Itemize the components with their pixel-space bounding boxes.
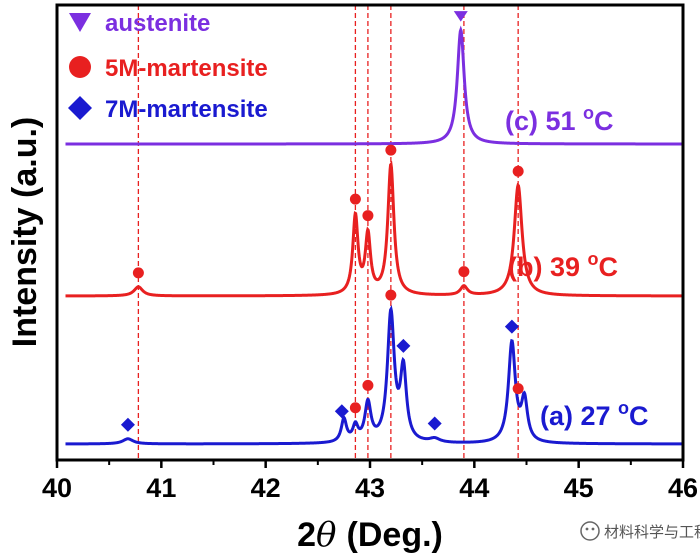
marker-7m-martensite xyxy=(504,319,519,334)
curve-label-main: (a) 27 xyxy=(540,401,618,431)
curve-label-unit: C xyxy=(599,252,619,282)
marker-5m-martensite xyxy=(458,266,470,278)
marker-5m-martensite xyxy=(512,165,524,177)
curve-label-main: (c) 51 xyxy=(505,106,583,136)
curve-2 xyxy=(65,304,683,446)
marker-7m-martensite xyxy=(334,404,349,419)
curve-label-sup: o xyxy=(588,249,599,269)
curve-1 xyxy=(65,160,683,298)
marker-5m-martensite xyxy=(349,402,361,414)
curve-label-unit: C xyxy=(629,401,649,431)
curve-labels: (c) 51 oC(b) 39 oC(a) 27 oC xyxy=(505,103,649,431)
marker-5m-martensite xyxy=(512,383,524,395)
legend-5m-martensite-icon xyxy=(69,56,91,78)
x-tick-label: 46 xyxy=(668,473,698,503)
legend-7m-martensite-icon xyxy=(68,96,92,120)
y-axis-label: Intensity (a.u.) xyxy=(6,117,44,347)
x-axis-ticks: 40 41 42 43 44 45 46 xyxy=(42,460,698,503)
wechat-icon-eye-right xyxy=(591,527,595,531)
marker-5m-martensite xyxy=(385,144,397,156)
curve-label: (b) 39 oC xyxy=(508,249,618,282)
x-axis-label-prefix: 2 xyxy=(297,516,316,554)
x-tick-label: 45 xyxy=(564,473,594,503)
x-axis-label-theta: θ xyxy=(316,515,336,555)
marker-5m-martensite xyxy=(385,289,397,301)
marker-5m-martensite xyxy=(132,267,144,279)
marker-5m-martensite xyxy=(362,379,374,391)
marker-7m-martensite xyxy=(396,338,411,353)
x-tick-label: 41 xyxy=(146,473,176,503)
marker-austenite xyxy=(453,11,468,22)
legend-label: austenite xyxy=(105,10,210,37)
wechat-icon-eye-left xyxy=(585,527,589,531)
x-axis-label: 2θ (Deg.) xyxy=(297,515,443,555)
marker-7m-martensite xyxy=(120,417,135,432)
diffraction-curves xyxy=(65,25,683,446)
legend-label: 5M-martensite xyxy=(105,55,268,82)
curve-0 xyxy=(65,25,683,146)
watermark: 材料科学与工程 xyxy=(580,521,700,541)
curve-label-main: (b) 39 xyxy=(508,252,588,282)
legend-label: 7M-martensite xyxy=(105,96,268,123)
legend: austenite 5M-martensite 7M-martensite xyxy=(68,10,268,123)
wechat-icon xyxy=(580,521,600,541)
curve-label: (a) 27 oC xyxy=(540,398,649,431)
x-axis-label-suffix: (Deg.) xyxy=(347,516,443,554)
curve-label-sup: o xyxy=(583,103,594,123)
watermark-text: 材料科学与工程 xyxy=(604,523,700,541)
peak-markers xyxy=(120,11,524,432)
marker-5m-martensite xyxy=(349,193,361,205)
marker-5m-martensite xyxy=(362,210,374,222)
curve-label-unit: C xyxy=(594,106,614,136)
curve-label-sup: o xyxy=(618,398,629,418)
x-tick-label: 42 xyxy=(251,473,281,503)
marker-7m-martensite xyxy=(427,416,442,431)
curve-label: (c) 51 oC xyxy=(505,103,614,136)
legend-austenite-icon xyxy=(69,13,91,32)
x-tick-label: 40 xyxy=(42,473,72,503)
x-tick-label: 43 xyxy=(355,473,385,503)
x-tick-label: 44 xyxy=(459,473,489,503)
